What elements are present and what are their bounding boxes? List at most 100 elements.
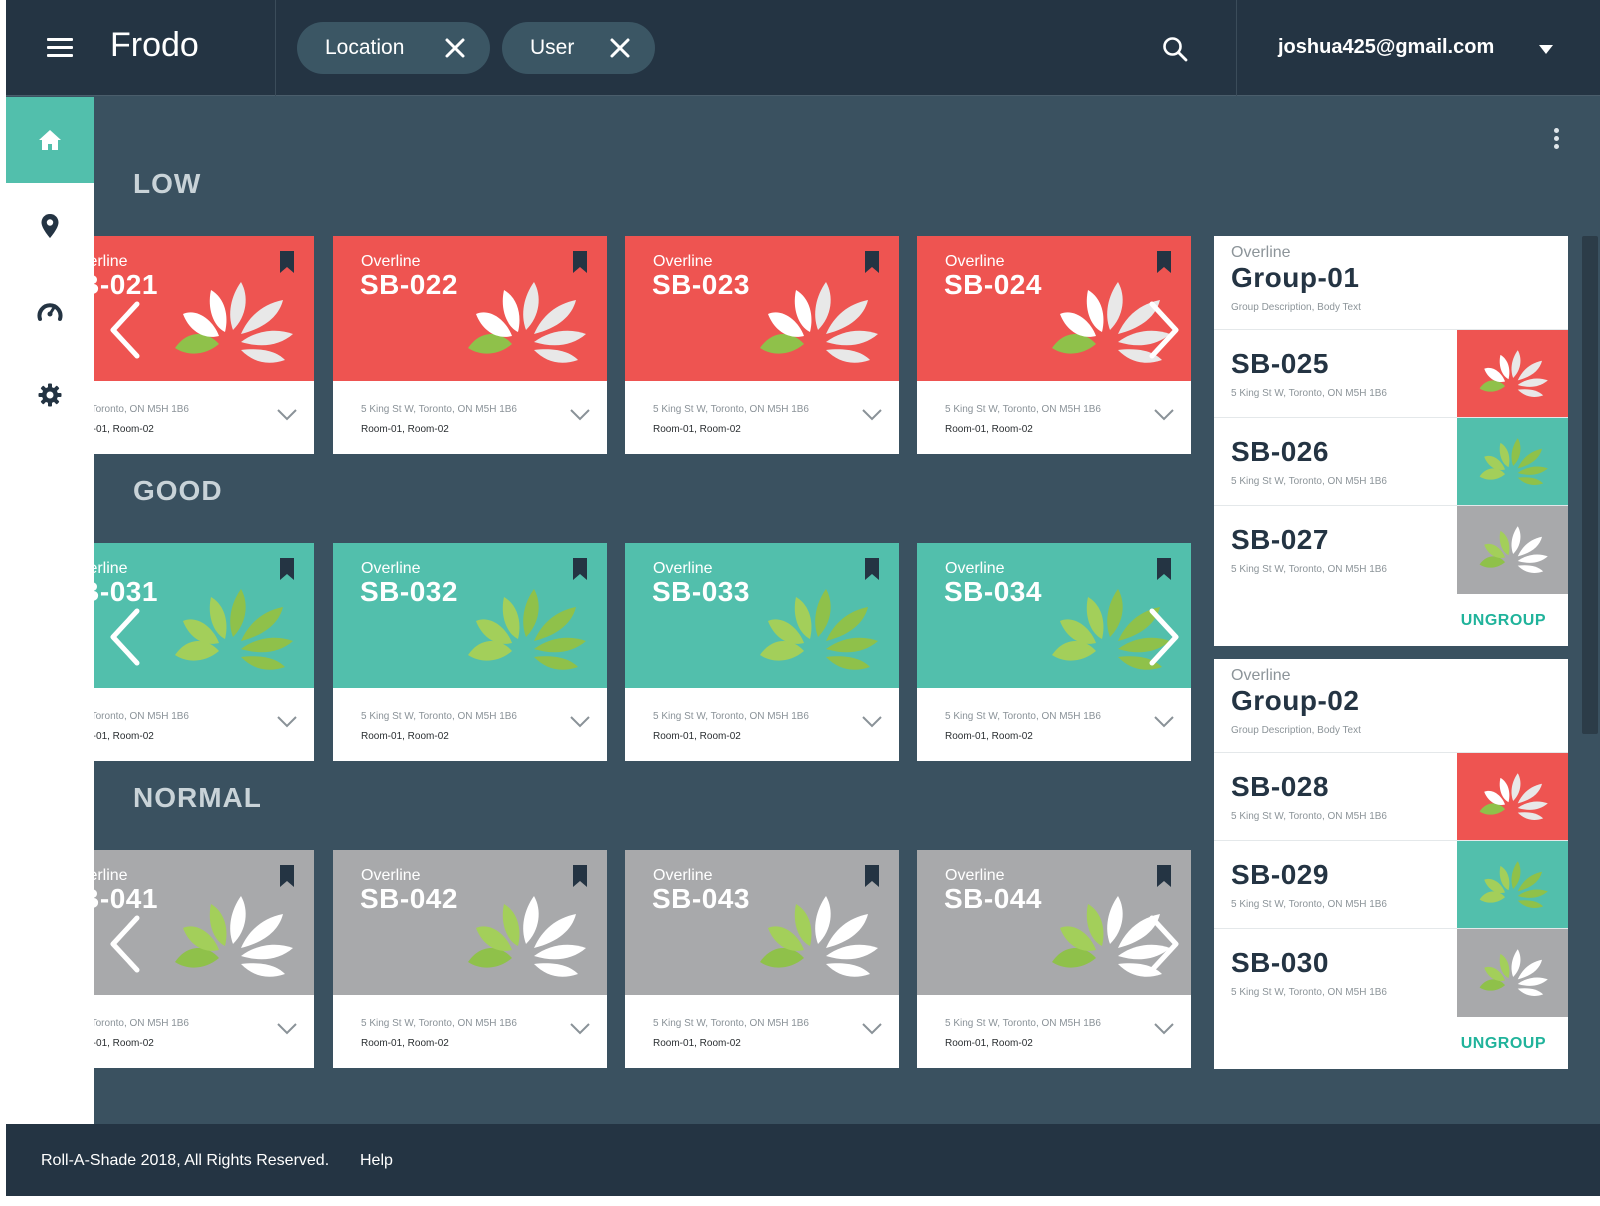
close-icon[interactable] bbox=[609, 37, 631, 59]
card-title: SB-023 bbox=[652, 269, 750, 300]
hamburger-menu-icon[interactable] bbox=[47, 38, 73, 58]
card-overline: Overline bbox=[653, 253, 713, 270]
chevron-right-icon[interactable] bbox=[1144, 914, 1184, 974]
bookmark-icon[interactable] bbox=[864, 558, 880, 580]
shade-card[interactable]: Overline SB-034 5 King St W, Toronto, ON M… bbox=[917, 543, 1191, 761]
more-options-icon[interactable] bbox=[1554, 128, 1560, 152]
bookmark-icon[interactable] bbox=[864, 251, 880, 273]
chevron-down-icon[interactable] bbox=[1153, 1022, 1175, 1036]
chevron-down-icon[interactable] bbox=[861, 408, 883, 422]
chevron-left-icon[interactable] bbox=[105, 607, 145, 667]
shade-card[interactable]: Overline SB-044 5 King St W, Toronto, ON M… bbox=[917, 850, 1191, 1068]
scrollbar[interactable] bbox=[1582, 236, 1598, 734]
card-address: 5 King St W, Toronto, ON M5H 1B6 bbox=[361, 1018, 517, 1029]
plant-illustration-icon bbox=[1475, 434, 1553, 490]
group-name: Group-01 bbox=[1231, 262, 1360, 293]
group-item-address: 5 King St W, Toronto, ON M5H 1B6 bbox=[1231, 811, 1387, 822]
search-icon[interactable] bbox=[1162, 36, 1188, 62]
card-overline: Overline bbox=[945, 253, 1005, 270]
chevron-down-icon[interactable] bbox=[569, 715, 591, 729]
card-address: 5 King St W, Toronto, ON M5H 1B6 bbox=[94, 1018, 189, 1029]
group-item-name: SB-028 bbox=[1231, 771, 1329, 802]
group-item[interactable]: SB-028 5 King St W, Toronto, ON M5H 1B6 bbox=[1214, 752, 1568, 841]
group-item-name: SB-027 bbox=[1231, 524, 1329, 555]
group-item[interactable]: SB-029 5 King St W, Toronto, ON M5H 1B6 bbox=[1214, 840, 1568, 929]
bookmark-icon[interactable] bbox=[279, 865, 295, 887]
card-header: Overline SB-043 bbox=[625, 850, 899, 995]
plant-illustration-icon bbox=[460, 892, 595, 982]
bookmark-icon[interactable] bbox=[1156, 865, 1172, 887]
ungroup-button[interactable]: UNGROUP bbox=[1460, 1035, 1546, 1052]
chevron-down-icon[interactable] bbox=[569, 408, 591, 422]
plant-illustration-icon bbox=[1475, 522, 1553, 578]
bookmark-icon[interactable] bbox=[1156, 251, 1172, 273]
sidebar-item-location[interactable] bbox=[6, 183, 94, 269]
bookmark-icon[interactable] bbox=[1156, 558, 1172, 580]
section-title-normal: NORMAL bbox=[133, 782, 262, 813]
card-rooms: Room-01, Room-02 bbox=[361, 424, 449, 435]
chevron-down-icon[interactable] bbox=[276, 408, 298, 422]
sidebar-item-settings[interactable] bbox=[6, 352, 94, 438]
status-thumbnail bbox=[1457, 753, 1568, 841]
chevron-down-icon[interactable] bbox=[1153, 715, 1175, 729]
card-header: Overline SB-034 bbox=[917, 543, 1191, 688]
ungroup-button[interactable]: UNGROUP bbox=[1460, 612, 1546, 629]
shade-card[interactable]: Overline SB-042 5 King St W, Toronto, ON M… bbox=[333, 850, 607, 1068]
chevron-left-icon[interactable] bbox=[105, 914, 145, 974]
chevron-right-icon[interactable] bbox=[1144, 300, 1184, 360]
chevron-down-icon[interactable] bbox=[861, 715, 883, 729]
close-icon[interactable] bbox=[444, 37, 466, 59]
sidebar-item-dashboard[interactable] bbox=[6, 268, 94, 354]
filter-chip-user[interactable]: User bbox=[502, 22, 655, 74]
card-title: SB-022 bbox=[360, 269, 458, 300]
group-item[interactable]: SB-025 5 King St W, Toronto, ON M5H 1B6 bbox=[1214, 329, 1568, 418]
divider bbox=[1236, 0, 1237, 96]
divider bbox=[275, 0, 276, 96]
chevron-right-icon[interactable] bbox=[1144, 607, 1184, 667]
shade-card[interactable]: Overline SB-033 5 King St W, Toronto, ON M… bbox=[625, 543, 899, 761]
chevron-down-icon[interactable] bbox=[1153, 408, 1175, 422]
location-pin-icon bbox=[41, 214, 59, 238]
card-rooms: Room-01, Room-02 bbox=[94, 424, 154, 435]
status-thumbnail bbox=[1457, 841, 1568, 929]
plant-illustration-icon bbox=[1475, 945, 1553, 1001]
bookmark-icon[interactable] bbox=[572, 558, 588, 580]
shade-card[interactable]: Overline SB-043 5 King St W, Toronto, ON M… bbox=[625, 850, 899, 1068]
card-rooms: Room-01, Room-02 bbox=[94, 1038, 154, 1049]
help-link[interactable]: Help bbox=[360, 1152, 393, 1169]
chevron-down-icon[interactable] bbox=[861, 1022, 883, 1036]
bookmark-icon[interactable] bbox=[572, 251, 588, 273]
user-email[interactable]: joshua425@gmail.com bbox=[1278, 36, 1495, 58]
bookmark-icon[interactable] bbox=[572, 865, 588, 887]
caret-down-icon[interactable] bbox=[1539, 45, 1553, 54]
app-window: Frodo Location User joshua425@gmail.com bbox=[6, 0, 1600, 1196]
chevron-down-icon[interactable] bbox=[276, 1022, 298, 1036]
shade-card[interactable]: Overline SB-022 5 King St W, Toronto, ON M… bbox=[333, 236, 607, 454]
chevron-down-icon[interactable] bbox=[276, 715, 298, 729]
shade-card[interactable]: Overline SB-023 5 King St W, Toronto, ON M… bbox=[625, 236, 899, 454]
card-address: 5 King St W, Toronto, ON M5H 1B6 bbox=[653, 404, 809, 415]
card-rooms: Room-01, Room-02 bbox=[945, 731, 1033, 742]
group-card: Overline Group-02 Group Description, Bod… bbox=[1214, 659, 1568, 1069]
bookmark-icon[interactable] bbox=[864, 865, 880, 887]
group-name: Group-02 bbox=[1231, 685, 1360, 716]
bookmark-icon[interactable] bbox=[279, 251, 295, 273]
bookmark-icon[interactable] bbox=[279, 558, 295, 580]
group-item-name: SB-026 bbox=[1231, 436, 1329, 467]
card-title: SB-031 bbox=[94, 576, 158, 607]
card-rooms: Room-01, Room-02 bbox=[945, 424, 1033, 435]
chevron-left-icon[interactable] bbox=[105, 300, 145, 360]
shade-card[interactable]: Overline SB-024 5 King St W, Toronto, ON M… bbox=[917, 236, 1191, 454]
chevron-down-icon[interactable] bbox=[569, 1022, 591, 1036]
group-item[interactable]: SB-026 5 King St W, Toronto, ON M5H 1B6 bbox=[1214, 417, 1568, 506]
group-item-address: 5 King St W, Toronto, ON M5H 1B6 bbox=[1231, 899, 1387, 910]
card-title: SB-043 bbox=[652, 883, 750, 914]
shade-card[interactable]: Overline SB-032 5 King St W, Toronto, ON M… bbox=[333, 543, 607, 761]
group-item[interactable]: SB-027 5 King St W, Toronto, ON M5H 1B6 bbox=[1214, 505, 1568, 594]
filter-chip-location[interactable]: Location bbox=[297, 22, 490, 74]
sidebar-item-home[interactable] bbox=[6, 97, 94, 183]
group-item[interactable]: SB-030 5 King St W, Toronto, ON M5H 1B6 bbox=[1214, 928, 1568, 1017]
group-item-name: SB-029 bbox=[1231, 859, 1329, 890]
